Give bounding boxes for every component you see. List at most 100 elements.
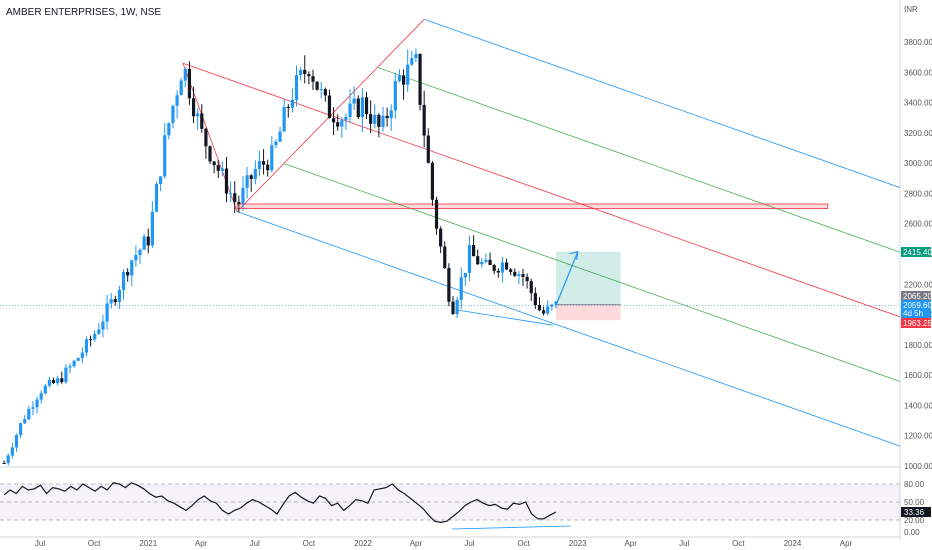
candle-body	[397, 75, 402, 81]
candle-body	[377, 114, 381, 127]
candle-body	[113, 299, 117, 303]
candle-body	[200, 113, 204, 129]
candle-body	[97, 329, 101, 334]
price-tag	[901, 318, 931, 328]
divergence-line	[457, 309, 554, 326]
drawings	[0, 18, 901, 447]
pitchfork-median	[182, 62, 901, 318]
candle-body	[266, 164, 270, 171]
candle-body	[278, 131, 282, 142]
pitchfork-handle	[182, 63, 238, 212]
rsi-tick-label: 50.00	[904, 498, 925, 507]
x-tick-label: 2023	[569, 539, 587, 548]
candle-body	[455, 299, 459, 315]
candle-body	[294, 75, 299, 100]
candle-body	[373, 114, 377, 124]
candle-body	[175, 95, 179, 106]
candle-body	[126, 271, 130, 276]
x-tick-label: 2024	[784, 539, 802, 548]
candle-body	[282, 106, 286, 132]
candle-body	[187, 68, 192, 99]
candle-body	[159, 176, 163, 184]
candle-body	[327, 95, 332, 119]
candle-body	[340, 120, 344, 127]
y-tick-label: 3000.00	[904, 159, 932, 168]
candle-body	[352, 98, 356, 104]
price-tag	[901, 247, 931, 257]
profit-zone	[555, 251, 621, 305]
candle-body	[533, 293, 537, 306]
candle-body	[529, 281, 533, 294]
candle-body	[406, 64, 410, 85]
candle-body	[257, 161, 262, 169]
x-tick-label: 2021	[139, 539, 157, 548]
candle-body	[521, 274, 525, 277]
price-tag	[901, 300, 931, 310]
rsi-tick-label: 20.00	[904, 516, 925, 525]
candle-body	[31, 407, 35, 409]
candle-body	[439, 228, 443, 247]
candle-body	[183, 68, 187, 81]
candle-body	[315, 81, 319, 90]
candle-body	[356, 98, 360, 118]
candle-body	[451, 301, 455, 315]
candle-body	[471, 245, 476, 257]
y-tick-label: 1600.00	[904, 371, 932, 380]
candle-body	[6, 455, 10, 464]
candle-body	[101, 321, 105, 330]
candle-body	[167, 123, 171, 136]
candles	[2, 48, 558, 466]
y-tick-label: 2600.00	[904, 220, 932, 229]
candle-body	[410, 58, 414, 65]
candle-body	[319, 89, 323, 91]
support-zone	[236, 203, 829, 209]
price-tag-label: 2065.20	[903, 292, 932, 301]
candle-body	[249, 175, 253, 179]
candle-body	[369, 114, 373, 124]
rsi-value-label: 33.36	[904, 508, 925, 517]
candle-body	[418, 53, 422, 105]
candle-body	[179, 80, 183, 96]
candle-body	[459, 277, 463, 300]
candle-body	[546, 306, 550, 314]
candle-body	[117, 289, 122, 303]
pitchfork-inner-upper	[377, 66, 901, 253]
candle-body	[348, 103, 352, 117]
candle-body	[23, 419, 27, 424]
candle-body	[216, 165, 220, 171]
rsi-divergence-line	[451, 525, 571, 530]
candle-body	[463, 272, 467, 278]
candle-body	[56, 378, 60, 383]
candle-body	[492, 264, 496, 271]
candle-body	[2, 462, 6, 464]
candle-body	[344, 116, 348, 121]
candle-body	[39, 393, 43, 400]
rsi-tick-label: 0.00	[904, 528, 920, 537]
candle-body	[150, 211, 154, 246]
candle-body	[64, 367, 68, 383]
candle-body	[68, 366, 72, 368]
x-tick-label: Jul	[679, 539, 689, 548]
candle-body	[360, 97, 364, 118]
candle-body	[233, 193, 237, 202]
y-tick-label: 1400.00	[904, 401, 932, 410]
candle-body	[385, 115, 389, 119]
candle-body	[171, 105, 175, 124]
x-tick-label: Oct	[732, 539, 745, 548]
candle-body	[443, 246, 447, 268]
price-tag	[901, 291, 931, 301]
candle-body	[393, 80, 397, 111]
candle-body	[196, 113, 200, 117]
x-tick-label: Apr	[195, 539, 208, 548]
candle-body	[229, 193, 233, 195]
candle-body	[290, 99, 294, 108]
candle-body	[364, 97, 369, 115]
y-tick-label: 3400.00	[904, 99, 932, 108]
x-tick-label: 2022	[354, 539, 372, 548]
candle-body	[303, 69, 307, 75]
axes: INR 3800.00 3600.00 3400.00 3200.00 3000.00 28…	[35, 5, 932, 548]
x-tick-label: Jul	[35, 539, 45, 548]
candle-body	[447, 267, 451, 302]
price-tag-label: 4d 5h	[903, 309, 923, 318]
